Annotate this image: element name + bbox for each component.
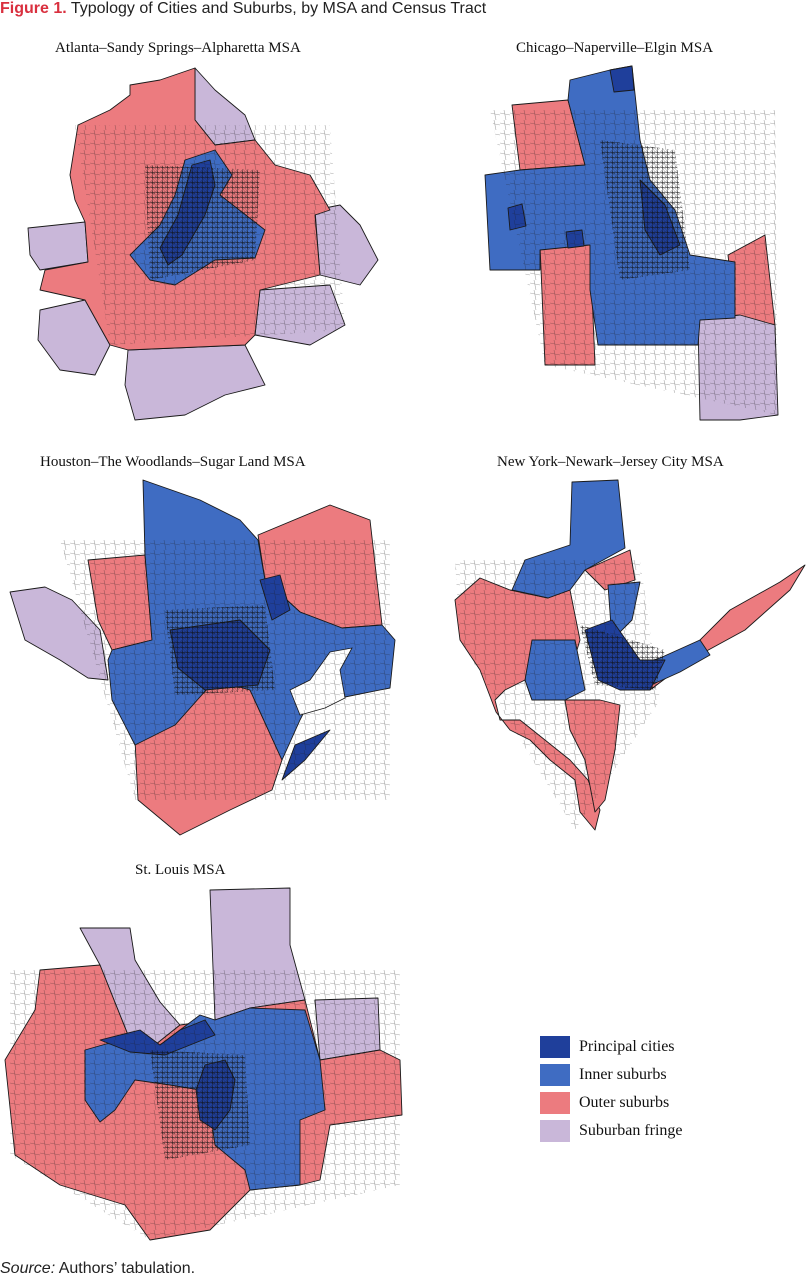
map-title-atlanta: Atlanta–Sandy Springs–Alpharetta MSA xyxy=(55,40,301,56)
figure-title-text: Typology of Cities and Suburbs, by MSA a… xyxy=(70,0,487,17)
legend-label-outer: Outer suburbs xyxy=(579,1094,670,1111)
map-houston xyxy=(9,479,396,836)
legend-swatch-outer xyxy=(540,1092,570,1114)
map-title-chicago: Chicago–Naperville–Elgin MSA xyxy=(516,40,714,56)
houston-tracts xyxy=(60,540,390,800)
legend-label-fringe: Suburban fringe xyxy=(579,1122,683,1139)
figure-title: Figure 1. Typology of Cities and Suburbs… xyxy=(0,0,486,18)
legend-item-inner-suburbs: Inner suburbs xyxy=(540,1061,683,1089)
legend-swatch-fringe xyxy=(540,1120,570,1142)
legend-item-outer-suburbs: Outer suburbs xyxy=(540,1089,683,1117)
source-text: Authors’ tabulation. xyxy=(58,1260,196,1277)
legend-item-suburban-fringe: Suburban fringe xyxy=(540,1117,683,1145)
map-title-newyork: New York–Newark–Jersey City MSA xyxy=(497,454,724,470)
map-chicago xyxy=(484,65,779,421)
legend: Principal cities Inner suburbs Outer sub… xyxy=(540,1033,683,1145)
legend-swatch-principal xyxy=(540,1036,570,1058)
map-title-stlouis: St. Louis MSA xyxy=(135,862,226,878)
figure-label: Figure 1. xyxy=(0,0,67,17)
map-title-houston: Houston–The Woodlands–Sugar Land MSA xyxy=(40,454,306,470)
map-atlanta xyxy=(27,67,379,421)
map-newyork xyxy=(454,479,806,831)
legend-item-principal-cities: Principal cities xyxy=(540,1033,683,1061)
legend-label-principal: Principal cities xyxy=(579,1038,675,1055)
chicago-tracts xyxy=(490,110,778,415)
legend-swatch-inner xyxy=(540,1064,570,1086)
stlouis-tracts xyxy=(10,970,400,1240)
newyork-tracts xyxy=(455,560,665,830)
atlanta-tracts xyxy=(75,125,345,345)
source-label: Source: xyxy=(0,1260,56,1277)
source-note: Source: Authors’ tabulation. xyxy=(0,1260,195,1278)
legend-label-inner: Inner suburbs xyxy=(579,1066,667,1083)
map-stlouis xyxy=(4,887,403,1241)
